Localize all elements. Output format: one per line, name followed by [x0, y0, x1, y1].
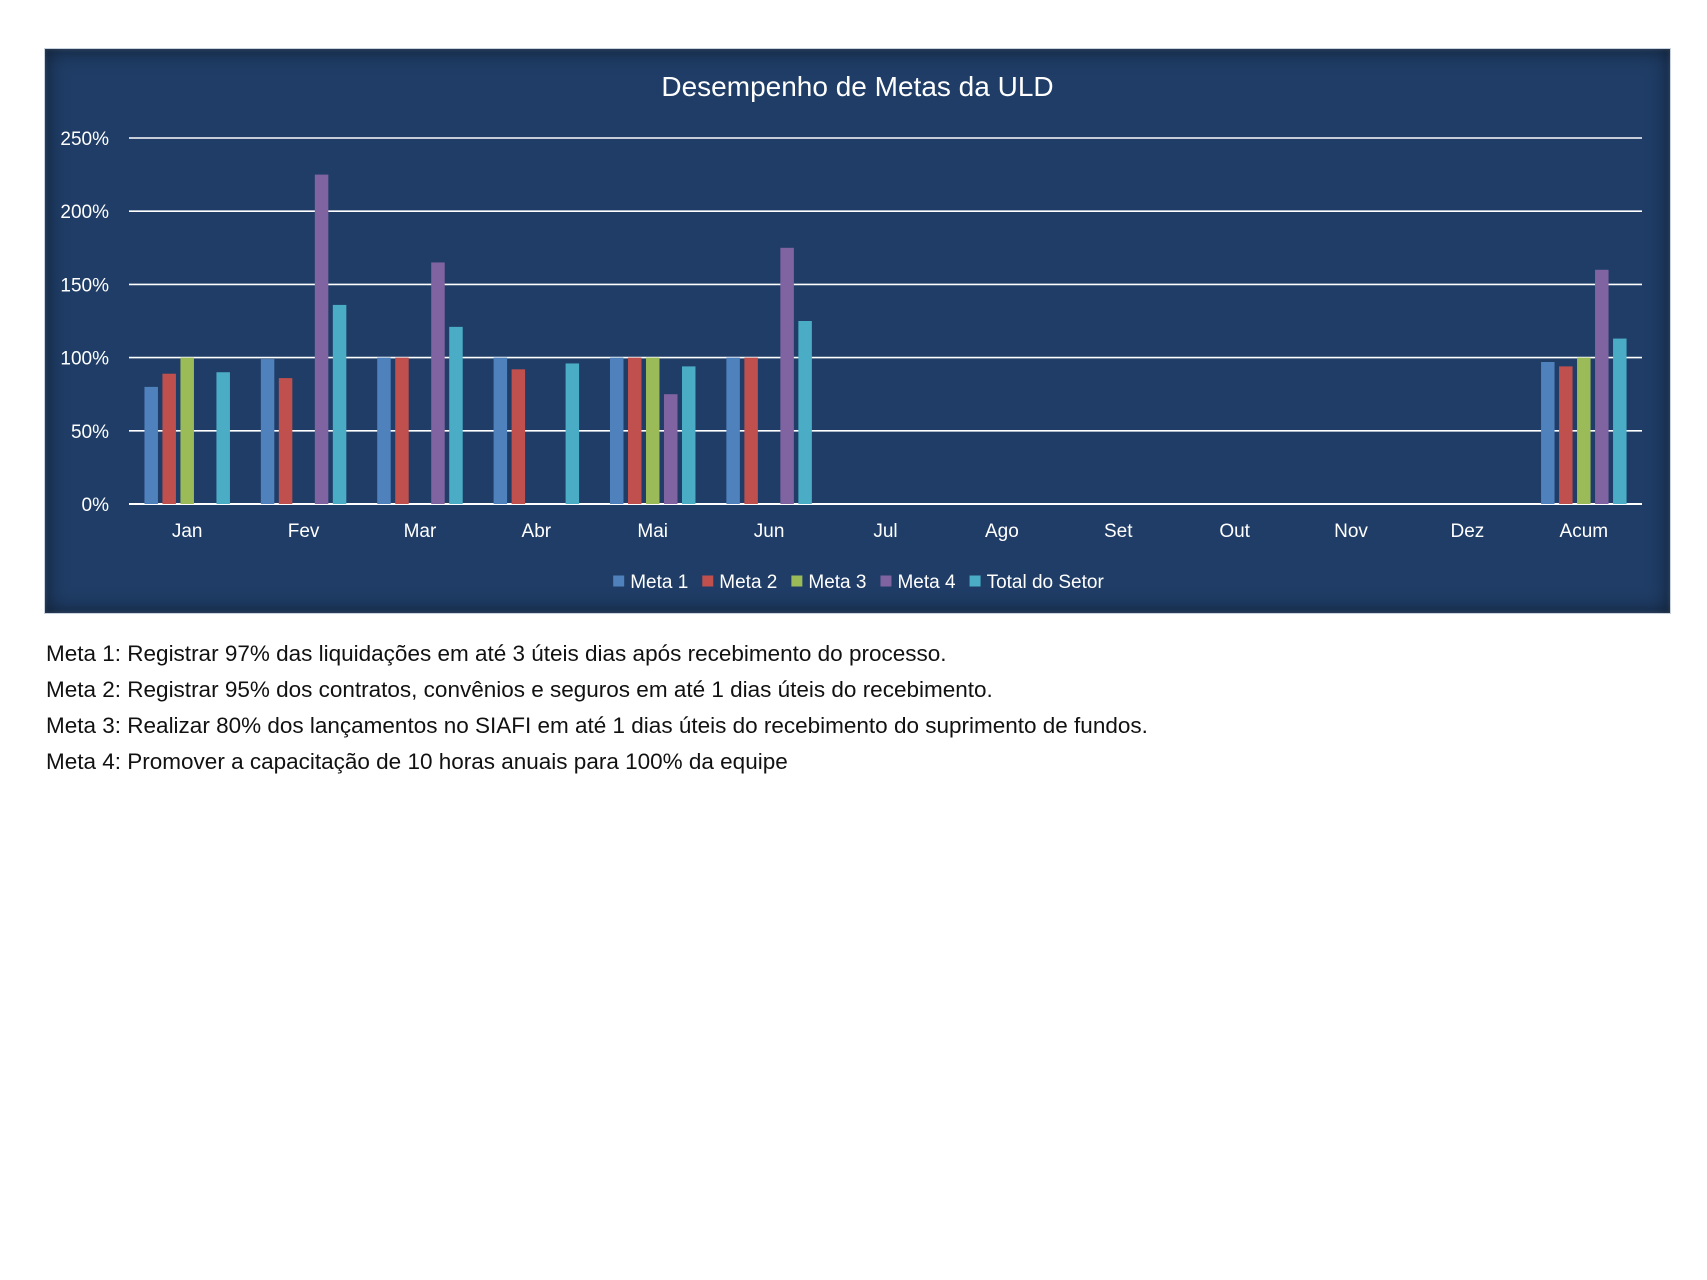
legend-label-2: Meta 2: [719, 572, 777, 593]
legend-label-1: Meta 1: [630, 572, 688, 593]
bar-2-jun: [744, 357, 758, 504]
bar-5-abr: [565, 363, 580, 504]
y-tick-label: 200%: [60, 202, 109, 223]
bar-4-mai: [663, 394, 678, 504]
bar-2-mar: [395, 357, 409, 504]
bar-5-fev: [332, 304, 347, 504]
note-meta-3: Meta 3: Realizar 80% dos lançamentos no …: [46, 713, 1148, 738]
x-tick-label: Ago: [985, 521, 1019, 542]
bar-1-mar: [377, 357, 391, 504]
note-meta-1: Meta 1: Registrar 97% das liquidações em…: [46, 641, 947, 666]
legend-swatch-3: [791, 575, 803, 587]
bar-2-acum: [1559, 366, 1573, 504]
bar-4-jun: [780, 247, 794, 505]
x-tick-label: Set: [1104, 521, 1133, 542]
x-tick-label: Abr: [522, 521, 552, 542]
bar-2-fev: [278, 378, 293, 504]
legend-label-5: Total do Setor: [987, 572, 1105, 593]
bar-2-abr: [511, 369, 526, 504]
chart-title: Desempenho de Metas da ULD: [661, 71, 1054, 102]
legend-swatch-2: [702, 575, 714, 587]
y-tick-label: 50%: [71, 422, 109, 443]
bar-1-acum: [1541, 361, 1555, 504]
y-tick-label: 150%: [60, 275, 109, 296]
legend: Meta 1 Meta 2 Meta 3 Meta 4 Total do Setor: [613, 572, 1104, 593]
bar-1-jun: [726, 357, 740, 504]
x-tick-label: Fev: [288, 521, 320, 542]
bars: [144, 174, 1627, 505]
legend-swatch-4: [880, 575, 892, 587]
x-tick-label: Jan: [172, 521, 203, 542]
bar-2-mai: [627, 357, 642, 504]
gridlines: [129, 137, 1642, 505]
y-tick-label: 250%: [60, 129, 109, 150]
bar-5-jan: [216, 372, 230, 504]
chart-panel: 0% 50% 100% 150% 200% 250% Jan Fev Mar Abr Mai Jun…: [44, 48, 1671, 614]
x-tick-label: Nov: [1334, 521, 1368, 542]
x-tick-label: Jun: [754, 521, 785, 542]
bar-5-jun: [798, 321, 812, 504]
bar-4-acum: [1595, 269, 1609, 504]
y-tick-label: 0%: [82, 495, 110, 516]
bar-1-jan: [144, 386, 158, 504]
legend-label-4: Meta 4: [897, 572, 956, 593]
legend-swatch-1: [613, 575, 625, 587]
legend-swatch-5: [969, 575, 981, 587]
x-tick-label: Dez: [1451, 521, 1485, 542]
x-axis-ticks: Jan Fev Mar Abr Mai Jun Jul Ago Set Out Nov Dez Acum: [172, 521, 1608, 542]
bar-5-acum: [1613, 338, 1627, 504]
x-tick-label: Mai: [637, 521, 668, 542]
bar-4-mar: [431, 262, 445, 504]
y-tick-label: 100%: [60, 349, 109, 370]
bar-5-mar: [449, 326, 463, 504]
bar-2-jan: [162, 373, 176, 504]
bar-3-jan: [180, 357, 194, 504]
bar-3-mai: [645, 357, 660, 504]
x-tick-label: Out: [1219, 521, 1250, 542]
note-meta-4: Meta 4: Promover a capacitação de 10 hor…: [46, 749, 788, 774]
note-meta-2: Meta 2: Registrar 95% dos contratos, con…: [46, 677, 993, 702]
bar-3-acum: [1577, 357, 1591, 504]
bar-1-fev: [260, 359, 275, 504]
bar-4-fev: [314, 174, 329, 504]
x-tick-label: Acum: [1560, 521, 1609, 542]
x-tick-label: Mar: [404, 521, 437, 542]
x-tick-label: Jul: [873, 521, 897, 542]
legend-label-3: Meta 3: [808, 572, 866, 593]
bar-5-mai: [681, 366, 696, 504]
bar-1-mai: [609, 357, 624, 504]
meta-notes: Meta 1: Registrar 97% das liquidações em…: [46, 636, 1646, 780]
y-axis-ticks: 0% 50% 100% 150% 200% 250%: [60, 129, 109, 516]
chart-svg: 0% 50% 100% 150% 200% 250% Jan Fev Mar Abr Mai Jun…: [60, 129, 1642, 593]
bar-1-abr: [493, 357, 508, 504]
